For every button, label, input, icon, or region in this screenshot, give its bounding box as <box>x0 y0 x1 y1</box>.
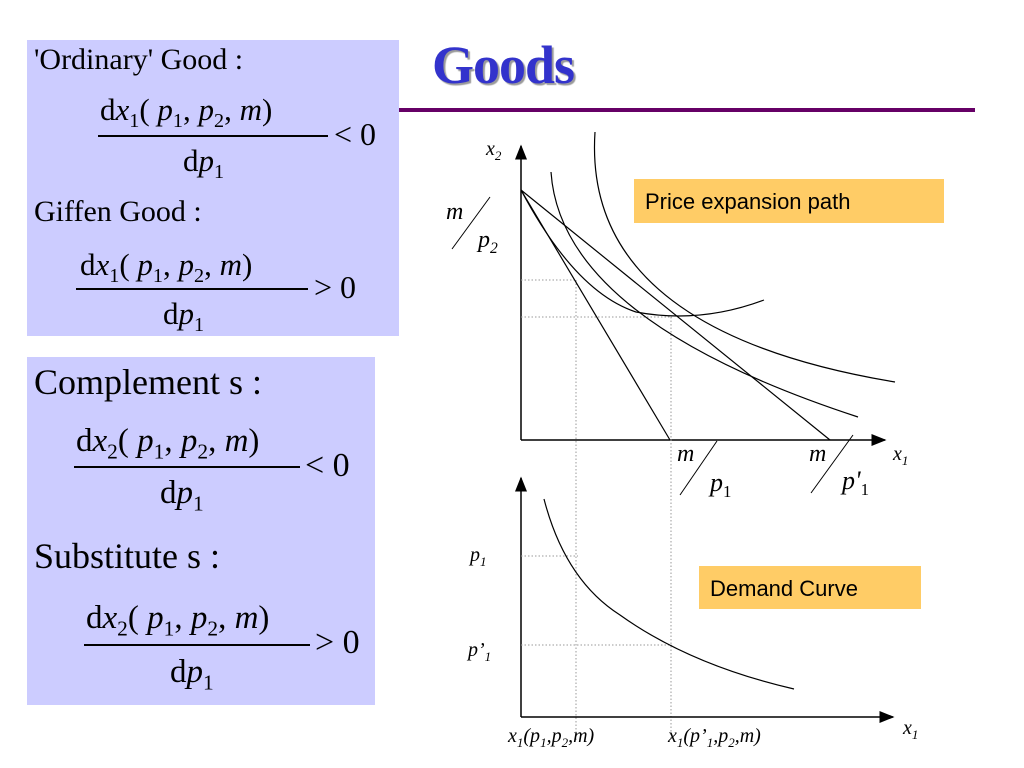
intercept-x2-label: m <box>809 441 827 467</box>
intercept-x2-label-den: p'1 <box>842 466 870 500</box>
complement-denominator: dp1 <box>160 475 204 516</box>
budget-line-new <box>520 189 831 441</box>
intercept-x1-label-den: p1 <box>710 468 732 502</box>
demand-x-tick-right: x1(p’1,p2,m) <box>668 725 761 750</box>
substitute-heading: Substitute s : <box>34 536 221 576</box>
complement-substitute-box <box>27 357 375 705</box>
demand-x-tick-left: x1(p1,p2,m) <box>508 725 595 750</box>
giffen-heading: Giffen Good : <box>34 195 202 228</box>
intercept-slash-x1 <box>679 440 718 496</box>
substitute-numerator: dx2( p1, p2, m) <box>86 600 270 641</box>
price-tick-low: p’1 <box>468 639 492 664</box>
ordinary-denominator: dp1 <box>183 143 225 184</box>
price-tick-high: p1 <box>470 544 487 569</box>
giffen-denominator: dp1 <box>163 296 205 337</box>
ordinary-fraction-bar <box>98 135 328 137</box>
top-x-axis-label: x1 <box>893 443 909 468</box>
slide-title: Goods <box>432 35 575 95</box>
giffen-numerator: dx1( p1, p2, m) <box>80 247 253 288</box>
intercept-y-label-den: p2 <box>478 227 498 257</box>
intercept-slash-y <box>451 196 491 250</box>
intercept-y-label: m <box>446 199 464 225</box>
complement-fraction-bar <box>74 466 300 468</box>
price-expansion-path <box>520 189 765 317</box>
ordinary-relation: < 0 <box>334 116 377 152</box>
price-expansion-path-callout-text: Price expansion path <box>645 189 851 214</box>
indifference-curve-1 <box>550 171 859 418</box>
giffen-fraction-bar <box>76 288 308 290</box>
indifference-curve-2 <box>593 131 896 383</box>
top-y-axis-label: x2 <box>486 138 502 163</box>
intercept-x1-label: m <box>677 441 695 467</box>
title-rule <box>398 108 975 112</box>
complement-relation: < 0 <box>305 447 350 484</box>
ordinary-heading: 'Ordinary' Good : <box>34 43 244 76</box>
substitute-relation: > 0 <box>315 624 360 661</box>
price-expansion-path-callout: Price expansion path <box>634 179 944 223</box>
ordinary-giffen-box <box>27 40 399 336</box>
demand-curve-callout: Demand Curve <box>699 566 921 609</box>
intercept-slash-x2 <box>810 434 854 494</box>
giffen-relation: > 0 <box>314 269 357 305</box>
substitute-denominator: dp1 <box>170 654 214 695</box>
substitute-fraction-bar <box>84 644 310 646</box>
demand-curve-callout-text: Demand Curve <box>710 576 858 601</box>
complement-heading: Complement s : <box>34 362 262 402</box>
complement-numerator: dx2( p1, p2, m) <box>76 423 260 464</box>
ordinary-numerator: dx1( p1, p2, m) <box>100 92 273 133</box>
demand-curve <box>543 498 795 690</box>
bottom-x-axis-label: x1 <box>903 717 919 742</box>
